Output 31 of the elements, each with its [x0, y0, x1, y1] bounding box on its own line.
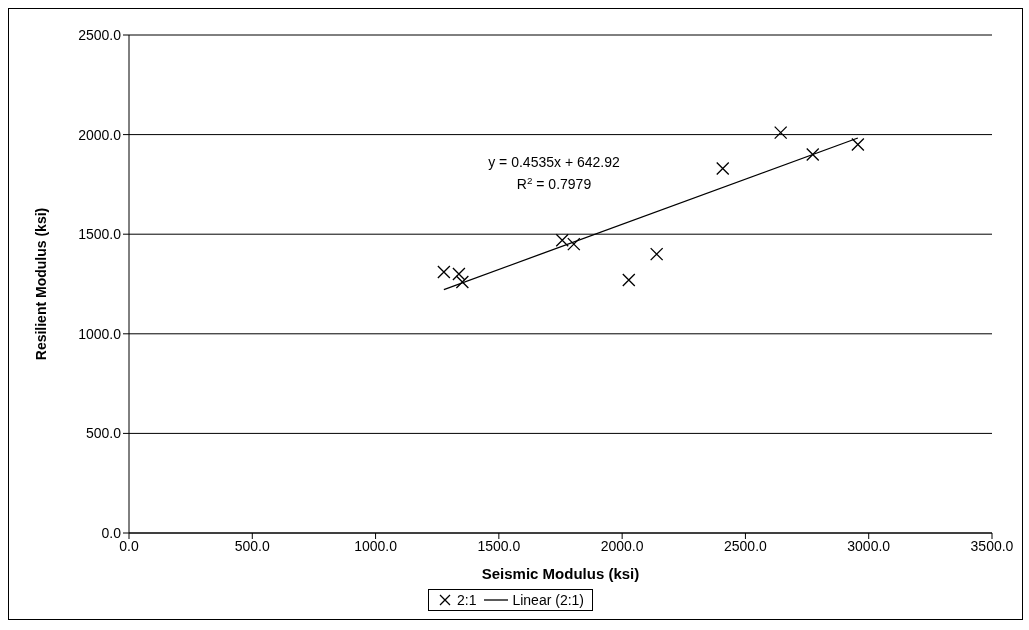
y-tick-label: 1500.0 [78, 226, 122, 243]
y-tick-label: 0.0 [101, 524, 122, 541]
x-tick-label: 1500.0 [477, 537, 521, 554]
point [650, 247, 664, 261]
y-tick-label: 2000.0 [78, 126, 122, 143]
legend-label: Linear (2:1) [511, 592, 585, 608]
x-tick-label: 1000.0 [354, 537, 398, 554]
point [555, 233, 569, 247]
legend-label: 2:1 [455, 592, 477, 608]
y-tick-label: 1000.0 [78, 325, 122, 342]
x-tick-label: 3000.0 [847, 537, 891, 554]
point [716, 161, 730, 176]
y-tick-label: 500.0 [85, 425, 122, 442]
x-tick-label: 2500.0 [724, 537, 768, 554]
x-axis-title: Seismic Modulus (ksi) [481, 565, 640, 582]
x-tick-label: 500.0 [234, 537, 271, 554]
annotation: R$^{2}$ = 0.7979 [516, 174, 592, 192]
y-axis-title: Resilient Modulus (ksi) [32, 207, 49, 361]
y-tick-label: 2500.0 [78, 26, 122, 43]
point [452, 267, 466, 281]
annotation: y = 0.4535x + 642.92 [488, 154, 620, 170]
x-tick-label: 0.0 [119, 537, 139, 554]
x-tick-label: 2000.0 [600, 537, 644, 554]
point [455, 275, 470, 289]
point [774, 125, 788, 140]
x-tick-label: 3500.0 [970, 537, 1014, 554]
point [806, 147, 820, 162]
point [622, 273, 636, 287]
point [567, 237, 581, 251]
point [851, 137, 865, 152]
point [437, 265, 451, 279]
